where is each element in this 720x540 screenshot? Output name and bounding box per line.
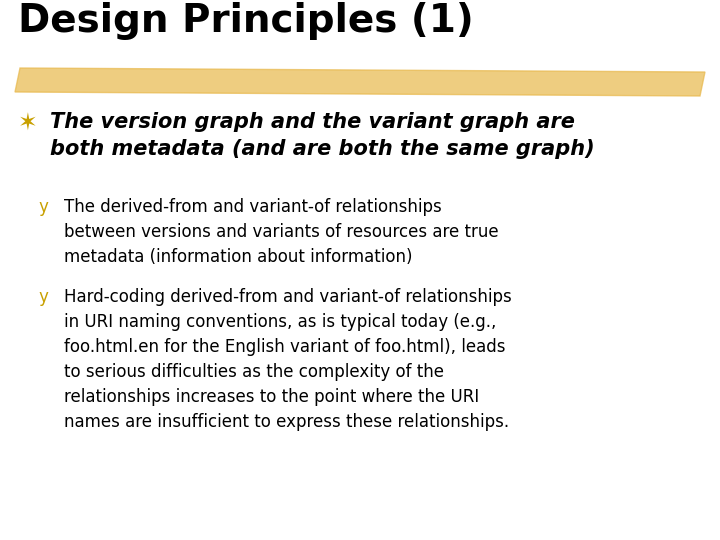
Text: y: y xyxy=(38,288,48,306)
Text: y: y xyxy=(38,198,48,216)
Text: The derived-from and variant-of relationships
between versions and variants of r: The derived-from and variant-of relation… xyxy=(64,198,499,266)
Polygon shape xyxy=(15,68,705,96)
Text: Hard-coding derived-from and variant-of relationships
in URI naming conventions,: Hard-coding derived-from and variant-of … xyxy=(64,288,512,431)
Text: Design Principles (1): Design Principles (1) xyxy=(18,2,474,40)
Text: ✶: ✶ xyxy=(18,112,37,136)
Text: The version graph and the variant graph are
both metadata (and are both the same: The version graph and the variant graph … xyxy=(50,112,595,159)
